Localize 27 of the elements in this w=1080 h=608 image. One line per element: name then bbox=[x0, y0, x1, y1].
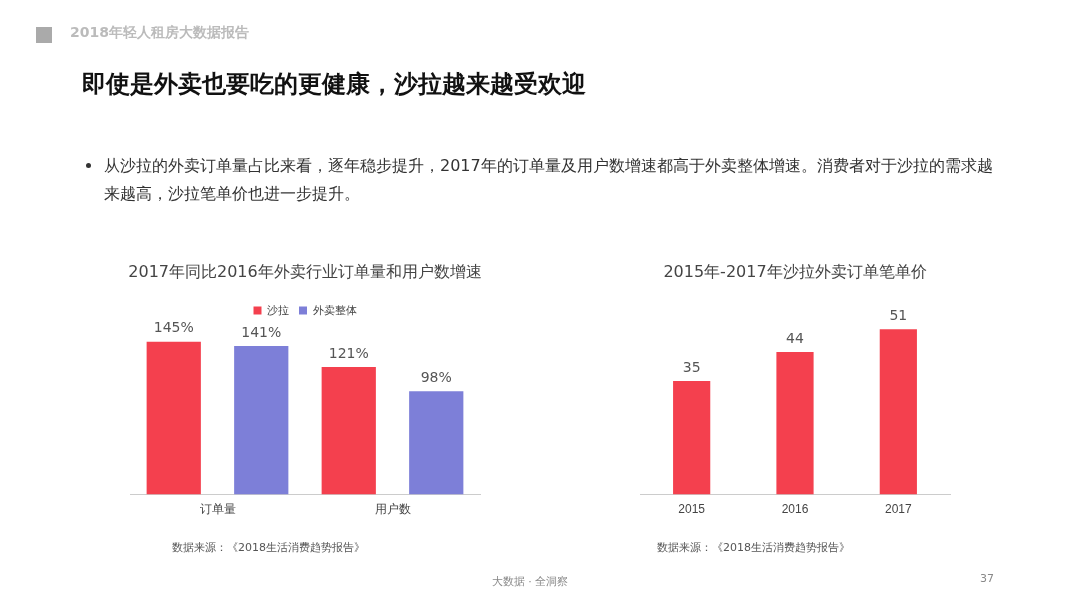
source-note: 数据来源：《2018生活消费趋势报告》 bbox=[657, 540, 850, 555]
data-label: 35 bbox=[682, 358, 701, 375]
bar bbox=[146, 341, 201, 495]
source-note: 数据来源：《2018生活消费趋势报告》 bbox=[172, 540, 365, 555]
x-tick-label: 2015 bbox=[678, 502, 706, 517]
bar bbox=[409, 391, 464, 495]
x-tick-label: 用户数 bbox=[374, 502, 411, 517]
bar bbox=[234, 346, 289, 495]
data-label: 121% bbox=[328, 344, 369, 361]
x-tick-label: 订单量 bbox=[199, 502, 236, 517]
legend-label: 外卖整体 bbox=[312, 303, 357, 316]
bar bbox=[321, 367, 376, 495]
chart-title: 2017年同比2016年外卖行业订单量和用户数增速 bbox=[127, 262, 483, 283]
data-label: 51 bbox=[889, 306, 908, 323]
text: 从沙拉的外卖订单量占比来看，逐年稳步提升，2017年的订单量及用户数增速都高于外卖整体增速。消费者对于沙拉的需求越来越高，沙拉笔单价也进一步提升。 bbox=[104, 155, 994, 205]
text: 即使是外卖也要吃的更健康，沙拉越来越受欢迎 bbox=[82, 69, 586, 100]
chart-title: 2015年-2017年沙拉外卖订单笔单价 bbox=[662, 262, 928, 283]
legend-label: 沙拉 bbox=[267, 303, 289, 316]
data-label: 44 bbox=[786, 329, 804, 346]
text: 大数据 · 全洞察 bbox=[490, 574, 570, 589]
text: 37 bbox=[980, 572, 994, 585]
text: 2018年轻人租房大数据报告 bbox=[70, 24, 249, 42]
data-label: 145% bbox=[153, 319, 194, 336]
data-label: 98% bbox=[420, 368, 452, 385]
x-tick-label: 2017 bbox=[884, 502, 912, 517]
data-label: 141% bbox=[241, 323, 282, 340]
x-tick-label: 2016 bbox=[781, 502, 809, 517]
